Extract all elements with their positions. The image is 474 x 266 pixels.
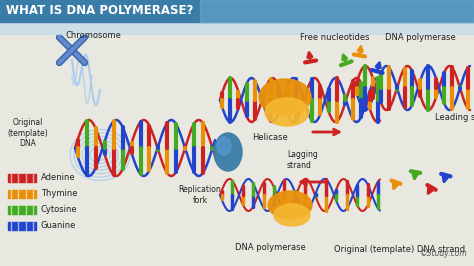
- Ellipse shape: [217, 137, 231, 155]
- Text: Chromosome: Chromosome: [65, 31, 121, 39]
- Text: DNA polymerase: DNA polymerase: [384, 32, 456, 41]
- Text: Adenine: Adenine: [41, 173, 76, 182]
- Text: DNA polymerase: DNA polymerase: [235, 243, 305, 252]
- Ellipse shape: [265, 98, 309, 126]
- Text: ©Study.com: ©Study.com: [420, 249, 468, 258]
- Text: Thymine: Thymine: [41, 189, 78, 198]
- Bar: [0, 22, 474, 34]
- Bar: [8, 206, 36, 214]
- Ellipse shape: [259, 79, 311, 115]
- Text: Cytosine: Cytosine: [41, 206, 78, 214]
- Ellipse shape: [214, 133, 242, 171]
- Text: Guanine: Guanine: [41, 222, 76, 231]
- Text: Original
(template)
DNA: Original (template) DNA: [8, 118, 48, 148]
- Text: WHAT IS DNA POLYMERASE?: WHAT IS DNA POLYMERASE?: [6, 5, 193, 18]
- Bar: [200, 0, 474, 22]
- Text: Free nucleotides: Free nucleotides: [300, 32, 370, 41]
- Ellipse shape: [268, 191, 312, 219]
- Bar: [8, 174, 36, 182]
- Text: Helicase: Helicase: [252, 132, 288, 142]
- Text: Lagging
strand: Lagging strand: [287, 150, 318, 170]
- Bar: [8, 190, 36, 198]
- Text: Replication
fork: Replication fork: [179, 185, 221, 205]
- Ellipse shape: [274, 204, 310, 226]
- Bar: [0, 0, 474, 22]
- Bar: [8, 222, 36, 230]
- Text: Original (template) DNA strand: Original (template) DNA strand: [335, 246, 465, 255]
- Text: Leading strand: Leading strand: [435, 114, 474, 123]
